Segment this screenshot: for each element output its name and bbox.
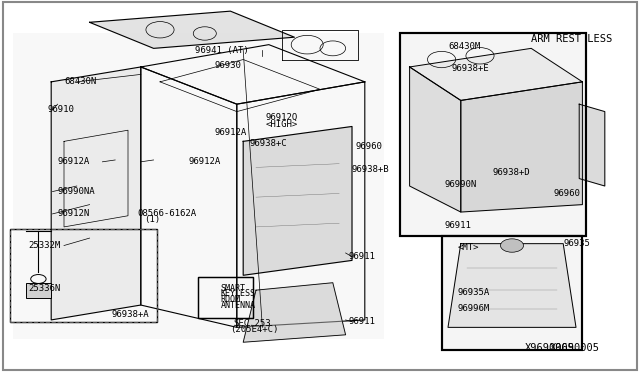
Text: 96912N: 96912N bbox=[58, 209, 90, 218]
Text: X9690005: X9690005 bbox=[550, 343, 600, 353]
Bar bbox=[198, 277, 253, 318]
Polygon shape bbox=[410, 67, 461, 212]
Text: 96912A: 96912A bbox=[214, 128, 246, 137]
Polygon shape bbox=[410, 48, 582, 100]
Text: 96941 (AT): 96941 (AT) bbox=[195, 46, 249, 55]
Text: 96938+B: 96938+B bbox=[352, 165, 390, 174]
Text: 96911: 96911 bbox=[349, 317, 376, 326]
Text: 96935: 96935 bbox=[563, 239, 590, 248]
Text: <MT>: <MT> bbox=[458, 243, 479, 252]
Text: KEYLESS: KEYLESS bbox=[221, 289, 256, 298]
Text: 96911: 96911 bbox=[445, 221, 472, 230]
Polygon shape bbox=[243, 126, 352, 275]
Bar bbox=[442, 236, 582, 350]
Text: 25332M: 25332M bbox=[29, 241, 61, 250]
Circle shape bbox=[500, 239, 524, 252]
Text: 96990N: 96990N bbox=[445, 180, 477, 189]
Text: 96912A: 96912A bbox=[189, 157, 221, 166]
Polygon shape bbox=[461, 82, 582, 212]
Text: SMART: SMART bbox=[221, 284, 246, 293]
Polygon shape bbox=[51, 67, 141, 320]
Text: 96930: 96930 bbox=[214, 61, 241, 70]
Text: 25336N: 25336N bbox=[29, 284, 61, 293]
Text: SEC.253: SEC.253 bbox=[234, 319, 271, 328]
Text: 96910: 96910 bbox=[48, 105, 75, 114]
Bar bbox=[400, 33, 586, 236]
Text: X9690005: X9690005 bbox=[525, 343, 575, 353]
Text: ANTENNA: ANTENNA bbox=[221, 301, 256, 310]
Text: 96912A: 96912A bbox=[58, 157, 90, 166]
Text: 96935A: 96935A bbox=[458, 288, 490, 296]
Bar bbox=[198, 277, 253, 318]
Polygon shape bbox=[448, 244, 576, 327]
Text: (205E4+C): (205E4+C) bbox=[230, 325, 279, 334]
Text: ROOM: ROOM bbox=[221, 295, 241, 304]
Text: 68430M: 68430M bbox=[448, 42, 480, 51]
Text: 96938+A: 96938+A bbox=[112, 310, 150, 319]
Text: <HIGH>: <HIGH> bbox=[266, 120, 298, 129]
Bar bbox=[26, 283, 51, 298]
Bar bbox=[10, 229, 157, 322]
Text: 96911: 96911 bbox=[349, 252, 376, 261]
FancyBboxPatch shape bbox=[13, 33, 384, 339]
Polygon shape bbox=[90, 11, 294, 48]
Text: ARM REST LESS: ARM REST LESS bbox=[531, 34, 612, 44]
Text: 96960: 96960 bbox=[355, 142, 382, 151]
Text: (1): (1) bbox=[144, 215, 160, 224]
Text: 96990NA: 96990NA bbox=[58, 187, 95, 196]
Text: 96938+D: 96938+D bbox=[493, 169, 531, 177]
Polygon shape bbox=[579, 104, 605, 186]
Bar bbox=[10, 229, 157, 322]
Text: 68430N: 68430N bbox=[64, 77, 96, 86]
Text: 96996M: 96996M bbox=[458, 304, 490, 313]
Text: 96938+C: 96938+C bbox=[250, 139, 287, 148]
Text: 96912Q: 96912Q bbox=[266, 113, 298, 122]
Bar bbox=[400, 33, 586, 236]
Bar bbox=[442, 236, 582, 350]
Polygon shape bbox=[243, 283, 346, 342]
Text: 96938+E: 96938+E bbox=[451, 64, 489, 73]
Text: 08566-6162A: 08566-6162A bbox=[138, 209, 196, 218]
Text: 96960: 96960 bbox=[554, 189, 580, 198]
